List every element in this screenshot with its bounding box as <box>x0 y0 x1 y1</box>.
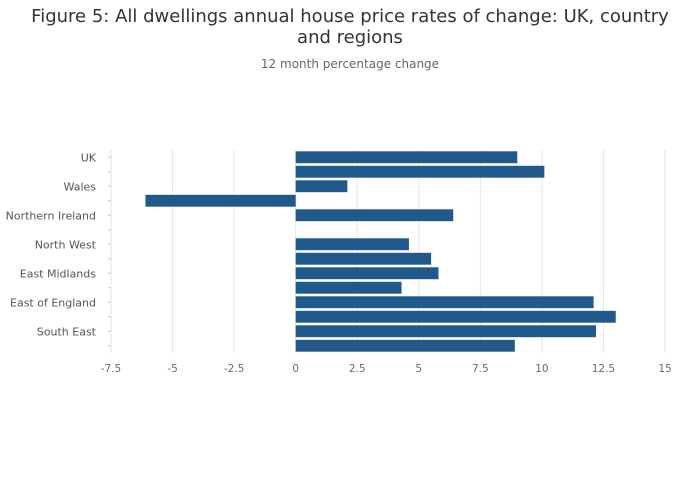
category-label: Wales <box>64 180 97 193</box>
bar <box>295 209 454 222</box>
bar <box>295 252 432 265</box>
bar <box>295 339 515 352</box>
bar <box>295 151 518 164</box>
category-label: Northern Ireland <box>6 209 96 222</box>
x-tick-label: 5 <box>415 363 422 375</box>
x-tick-label: -7.5 <box>101 363 122 375</box>
chart-title: Figure 5: All dwellings annual house pri… <box>31 6 669 48</box>
bar <box>295 267 439 280</box>
bar <box>295 310 616 323</box>
chart-subtitle: 12 month percentage change <box>260 57 440 71</box>
x-tick-label: 15 <box>658 363 671 375</box>
x-tick-label: 0 <box>292 363 299 375</box>
category-label: East Midlands <box>20 267 97 280</box>
bar <box>295 325 597 338</box>
x-tick-label: 7.5 <box>472 363 489 375</box>
category-label: South East <box>37 325 97 338</box>
bar <box>295 180 348 193</box>
bar <box>295 165 545 178</box>
category-label: North West <box>35 238 97 251</box>
bars <box>145 151 616 352</box>
x-tick-label: 2.5 <box>349 363 366 375</box>
x-tick-label: -2.5 <box>224 363 245 375</box>
x-tick-label: -5 <box>167 363 177 375</box>
bar <box>145 194 296 207</box>
bar <box>295 296 594 309</box>
category-axis: UK Wales Northern Ireland North West East Mi… <box>6 151 111 347</box>
category-label: East of England <box>10 296 96 309</box>
bar <box>295 281 402 294</box>
x-tick-label: 10 <box>535 363 548 375</box>
category-label: UK <box>81 151 97 164</box>
x-tick-label: 12.5 <box>592 363 615 375</box>
bar <box>295 238 409 251</box>
value-axis: -7.5 -5 -2.5 0 2.5 5 7.5 10 12.5 15 <box>101 363 672 375</box>
